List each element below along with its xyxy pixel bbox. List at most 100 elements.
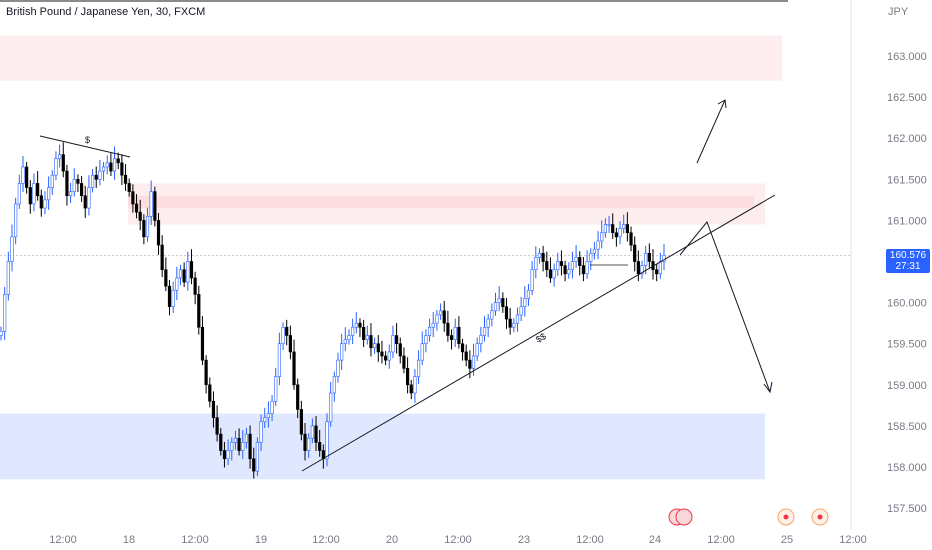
candle-body: [222, 450, 227, 460]
candle-body: [600, 232, 604, 242]
time-tick-label: 23: [518, 534, 530, 546]
candle-body: [559, 261, 564, 266]
candle-body: [475, 343, 479, 357]
candle-body: [288, 335, 292, 353]
candle-body: [570, 261, 575, 271]
candle-body: [512, 322, 516, 328]
candle-body: [548, 269, 553, 279]
time-tick-label: 12:00: [312, 534, 340, 546]
candle-body: [442, 310, 446, 324]
candle-body: [94, 174, 98, 180]
candle-body: [537, 252, 542, 258]
candle-body: [563, 265, 567, 275]
candle-body: [490, 310, 494, 320]
price-axis[interactable]: 157.500 158.000 158.500 159.000 159.500 160.0…: [887, 51, 927, 515]
candle-body: [28, 187, 32, 205]
time-tick-label: 24: [649, 534, 661, 546]
candle-body: [17, 183, 21, 205]
candle-body: [244, 433, 249, 443]
candle-body: [83, 195, 87, 209]
price-tick-label: 160.000: [887, 298, 927, 310]
candle-body: [193, 277, 197, 295]
candle-body: [79, 183, 84, 197]
candle-body: [72, 179, 76, 192]
time-tick-label: 12:00: [181, 534, 209, 546]
candle-body: [58, 154, 62, 160]
candle-body: [167, 285, 172, 308]
candle-body: [405, 368, 410, 386]
price-tick-label: 157.500: [887, 503, 927, 515]
equal-highs-line: [39, 135, 131, 158]
candle-body: [402, 355, 406, 369]
time-tick-label: 12:00: [839, 534, 867, 546]
candle-body: [87, 187, 91, 209]
candle-body: [248, 433, 252, 460]
last-price-value: 160.576: [889, 250, 927, 261]
candle-body: [6, 261, 10, 295]
bullish-arrowhead: [717, 99, 727, 109]
candle-body: [200, 326, 205, 361]
candle-body: [54, 158, 58, 176]
candle-body: [303, 433, 307, 451]
candle-body: [574, 257, 578, 262]
price-tick-label: 158.000: [887, 462, 927, 474]
price-tick-label: 159.500: [887, 339, 927, 351]
price-tick-label: 161.000: [887, 215, 927, 227]
candle-body: [98, 170, 102, 180]
candle-body: [340, 343, 344, 361]
candle-body: [420, 343, 424, 361]
candle-body: [90, 174, 95, 188]
candle-body: [446, 322, 450, 336]
candle-body: [614, 232, 618, 238]
candle-body: [230, 442, 234, 451]
candle-body: [427, 326, 432, 336]
candle-body: [486, 318, 490, 328]
bearish-arrowhead: [763, 381, 773, 394]
candle-body: [515, 314, 520, 324]
time-tick-label: 19: [255, 534, 267, 546]
candles-layer: [0, 142, 666, 479]
candle-body: [431, 322, 435, 328]
trendline-label: $$: [534, 331, 548, 345]
candle-body: [589, 252, 593, 262]
candle-body: [479, 335, 483, 345]
candle-body: [647, 252, 651, 262]
candle-body: [68, 191, 73, 197]
candle-body: [384, 355, 388, 361]
candle-body: [644, 252, 648, 266]
candle-body: [347, 335, 351, 340]
time-tick-label: 12:00: [707, 534, 735, 546]
candle-body: [655, 269, 659, 275]
candle-body: [226, 450, 230, 460]
candle-body: [43, 199, 47, 209]
chart-title: British Pound / Japanese Yen, 30, FXCM: [6, 6, 206, 18]
candle-body: [116, 158, 120, 164]
candle-body: [314, 425, 318, 443]
price-tick-label: 158.500: [887, 421, 927, 433]
time-axis[interactable]: 12:00 18 12:00 19 12:00 20 12:00 23 12:00 24 12:00…: [49, 534, 867, 546]
candle-body: [460, 343, 465, 353]
time-tick-label: 20: [386, 534, 398, 546]
candle-body: [662, 254, 666, 262]
candle-body: [178, 269, 183, 279]
candle-body: [409, 384, 413, 394]
candle-body: [219, 433, 223, 451]
time-tick-label: 25: [781, 534, 793, 546]
candle-body: [120, 162, 124, 176]
candle-body: [211, 400, 216, 418]
price-tick-label: 162.000: [887, 133, 927, 145]
candle-body: [343, 339, 347, 344]
candle-body: [0, 331, 3, 336]
economic-events[interactable]: [668, 508, 829, 526]
candle-body: [259, 421, 263, 443]
candle-body: [36, 183, 40, 197]
candle-body: [285, 326, 289, 336]
candle-body: [464, 351, 468, 361]
uk-flag-event-icon[interactable]: [675, 508, 693, 526]
candle-body: [453, 326, 457, 340]
candle-body: [296, 384, 300, 410]
candle-body: [182, 269, 186, 283]
candle-body: [215, 417, 219, 435]
candle-body: [618, 228, 622, 238]
